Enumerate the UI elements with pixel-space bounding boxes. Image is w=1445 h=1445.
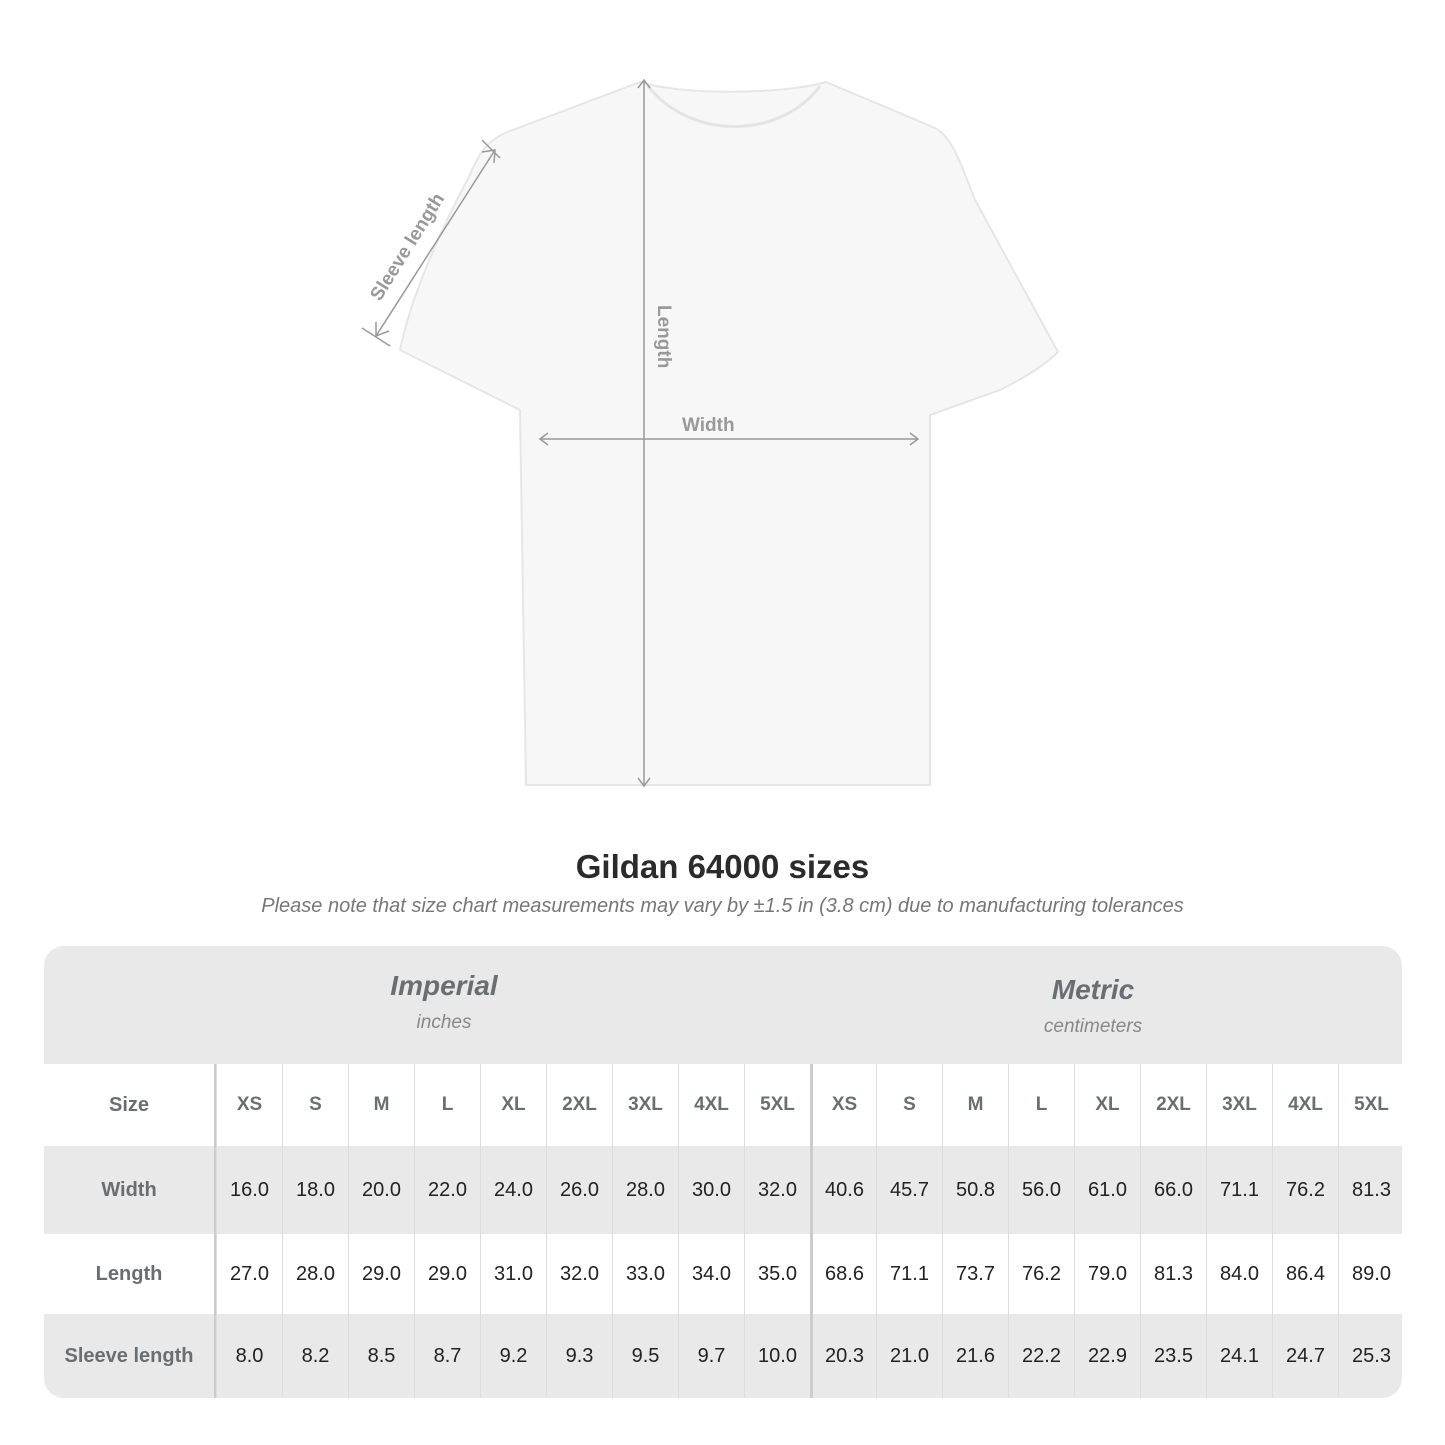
page-title: Gildan 64000 sizes: [575, 848, 870, 885]
tshirt-diagram: Sleeve length Length Width: [361, 78, 1060, 788]
imperial-cell: 28.0: [612, 1146, 678, 1234]
imperial-cell: 29.0: [348, 1234, 414, 1314]
metric-cell: 81.3: [1338, 1146, 1402, 1234]
size-header-cell: 3XL: [612, 1064, 678, 1146]
imperial-cell: 8.0: [216, 1314, 282, 1398]
size-header-cell: 2XL: [1140, 1064, 1206, 1146]
metric-cell: 24.7: [1272, 1314, 1338, 1398]
metric-cell: 71.1: [876, 1234, 942, 1314]
imperial-cell: 8.2: [282, 1314, 348, 1398]
metric-cell: 45.7: [876, 1146, 942, 1234]
row-label: Length: [44, 1234, 216, 1314]
sleeve-arrow: [375, 149, 496, 337]
size-grid: Size XS S M L XL 2XL 3XL 4XL 5XL XS S M L XL 2XL 3XL 4XL 5…: [44, 1064, 1402, 1398]
imperial-cell: 32.0: [744, 1146, 810, 1234]
metric-title: Metric: [1051, 974, 1135, 1005]
tshirt-image: [398, 80, 1060, 786]
size-label: Size: [44, 1064, 216, 1146]
imperial-cell: 9.5: [612, 1314, 678, 1398]
width-label: Width: [682, 415, 735, 436]
imperial-cell: 9.3: [546, 1314, 612, 1398]
metric-cell: 66.0: [1140, 1146, 1206, 1234]
size-header-cell: 5XL: [744, 1064, 810, 1146]
imperial-cell: 24.0: [480, 1146, 546, 1234]
metric-cell: 73.7: [942, 1234, 1008, 1314]
metric-cell: 76.2: [1008, 1234, 1074, 1314]
row-label: Width: [44, 1146, 216, 1234]
size-header-cell: L: [414, 1064, 480, 1146]
metric-cell: 79.0: [1074, 1234, 1140, 1314]
size-header-cell: 4XL: [678, 1064, 744, 1146]
imperial-cell: 26.0: [546, 1146, 612, 1234]
size-header-cell: 5XL: [1338, 1064, 1402, 1146]
size-header-cell: 4XL: [1272, 1064, 1338, 1146]
size-header-cell: XL: [1074, 1064, 1140, 1146]
imperial-header: Imperial inches: [194, 970, 694, 1034]
metric-cell: 20.3: [810, 1314, 876, 1398]
metric-cell: 23.5: [1140, 1314, 1206, 1398]
imperial-cell: 31.0: [480, 1234, 546, 1314]
imperial-cell: 10.0: [744, 1314, 810, 1398]
metric-cell: 21.6: [942, 1314, 1008, 1398]
size-header-cell: M: [348, 1064, 414, 1146]
imperial-cell: 8.7: [414, 1314, 480, 1398]
metric-cell: 22.2: [1008, 1314, 1074, 1398]
imperial-cell: 18.0: [282, 1146, 348, 1234]
imperial-cell: 32.0: [546, 1234, 612, 1314]
size-header-cell: L: [1008, 1064, 1074, 1146]
imperial-cell: 9.2: [480, 1314, 546, 1398]
metric-cell: 68.6: [810, 1234, 876, 1314]
metric-cell: 24.1: [1206, 1314, 1272, 1398]
metric-cell: 61.0: [1074, 1146, 1140, 1234]
imperial-cell: 33.0: [612, 1234, 678, 1314]
size-table: Imperial inches Metric centimeters Size X…: [44, 946, 1402, 1398]
metric-cell: 25.3: [1338, 1314, 1402, 1398]
metric-cell: 86.4: [1272, 1234, 1338, 1314]
metric-cell: 76.2: [1272, 1146, 1338, 1234]
size-header-cell: S: [282, 1064, 348, 1146]
size-header-cell: XS: [216, 1064, 282, 1146]
table-header: Imperial inches Metric centimeters: [44, 946, 1402, 1064]
size-header-cell: XS: [810, 1064, 876, 1146]
metric-cell: 50.8: [942, 1146, 1008, 1234]
metric-cell: 81.3: [1140, 1234, 1206, 1314]
imperial-cell: 20.0: [348, 1146, 414, 1234]
imperial-cell: 8.5: [348, 1314, 414, 1398]
metric-cell: 21.0: [876, 1314, 942, 1398]
metric-unit: centimeters: [1043, 1016, 1143, 1037]
imperial-title: Imperial: [390, 970, 498, 1001]
imperial-cell: 22.0: [414, 1146, 480, 1234]
imperial-cell: 29.0: [414, 1234, 480, 1314]
size-header-cell: 2XL: [546, 1064, 612, 1146]
metric-cell: 89.0: [1338, 1234, 1402, 1314]
imperial-cell: 27.0: [216, 1234, 282, 1314]
imperial-cell: 28.0: [282, 1234, 348, 1314]
metric-cell: 71.1: [1206, 1146, 1272, 1234]
metric-cell: 84.0: [1206, 1234, 1272, 1314]
metric-header: Metric centimeters: [843, 974, 1343, 1038]
size-header-cell: M: [942, 1064, 1008, 1146]
imperial-unit: inches: [416, 1012, 472, 1033]
size-header-cell: S: [876, 1064, 942, 1146]
size-header-cell: 3XL: [1206, 1064, 1272, 1146]
size-header-cell: XL: [480, 1064, 546, 1146]
tolerance-note: Please note that size chart measurements…: [261, 895, 1184, 917]
metric-cell: 40.6: [810, 1146, 876, 1234]
imperial-cell: 35.0: [744, 1234, 810, 1314]
length-label: Length: [653, 305, 674, 368]
imperial-cell: 16.0: [216, 1146, 282, 1234]
imperial-cell: 30.0: [678, 1146, 744, 1234]
metric-cell: 22.9: [1074, 1314, 1140, 1398]
imperial-cell: 34.0: [678, 1234, 744, 1314]
row-label: Sleeve length: [44, 1314, 216, 1398]
imperial-cell: 9.7: [678, 1314, 744, 1398]
metric-cell: 56.0: [1008, 1146, 1074, 1234]
